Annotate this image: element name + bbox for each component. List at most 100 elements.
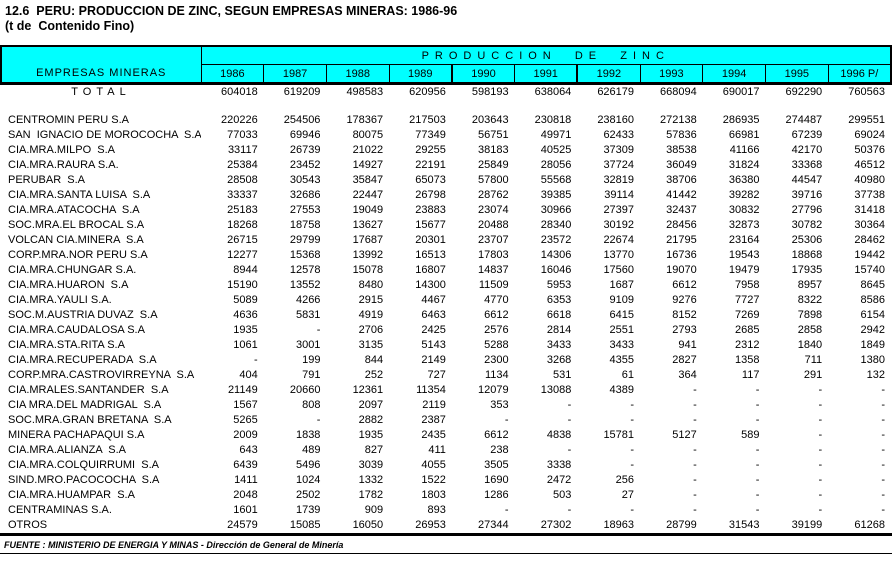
value-cell: 9109 (609, 294, 635, 306)
value-cell: 23883 (415, 204, 446, 216)
value-cell: 55568 (540, 174, 572, 186)
value-cell: 132 (866, 369, 885, 381)
table-row: CIA.MRA.ATACOCHA S.A 25183 27553 19049 23883… (1, 203, 891, 218)
value-cell: 35847 (352, 174, 384, 186)
value-cell: 19479 (728, 264, 760, 276)
value-cell: 69946 (289, 129, 321, 141)
value-cell: 2942 (860, 324, 885, 336)
value-cell: 2300 (484, 354, 509, 366)
spacer-cell (1, 100, 891, 113)
value-cell: 27344 (478, 519, 509, 531)
value-cell: 27796 (791, 204, 823, 216)
year-header: 1992 (576, 64, 641, 85)
value-cell: 16736 (666, 249, 697, 261)
value-cell: 727 (427, 369, 446, 381)
value-cell: 2009 (233, 429, 258, 441)
value-cell: 24579 (227, 519, 258, 531)
year-header: 1989 (388, 64, 453, 85)
value-cell: 77349 (415, 129, 446, 141)
company-name-cell: CIA.MRA.ALIANZA S.A (8, 444, 126, 456)
value-cell: 2814 (546, 324, 572, 336)
value-cell: 15078 (352, 264, 384, 276)
table-row: CIA.MRA.HUARON S.A 15190 13552 8480 14300 115… (1, 278, 891, 293)
value-cell: - (693, 414, 697, 426)
value-cell: 39282 (728, 189, 760, 201)
value-cell: 20488 (478, 219, 509, 231)
value-cell: 19543 (728, 249, 760, 261)
value-cell: 66981 (728, 129, 760, 141)
value-cell: 27553 (289, 204, 321, 216)
value-cell: 56751 (478, 129, 509, 141)
value-cell: 17560 (603, 264, 635, 276)
value-cell: - (818, 444, 823, 456)
value-cell: 5265 (233, 414, 258, 426)
value-cell: 254506 (283, 114, 321, 126)
value-cell: 22674 (603, 234, 635, 246)
value-cell: - (881, 399, 885, 411)
value-cell: - (881, 474, 885, 486)
value-cell: 4355 (609, 354, 635, 366)
value-cell: 1935 (233, 324, 258, 336)
value-cell: 2435 (421, 429, 446, 441)
source-note: FUENTE : MINISTERIO DE ENERGIA Y MINAS -… (4, 540, 344, 550)
value-cell: - (881, 384, 885, 396)
company-name-cell: CIA MRA.DEL MADRIGAL S.A (8, 399, 162, 411)
value-cell: 272138 (660, 114, 697, 126)
company-name-cell: CIA.MRA.HUAMPAR S.A (8, 489, 135, 501)
value-cell: 1687 (609, 279, 635, 291)
value-cell: - (693, 459, 697, 471)
value-cell: 2472 (546, 474, 572, 486)
value-cell: 38706 (666, 174, 697, 186)
value-cell: 30543 (289, 174, 321, 186)
value-cell: 31824 (728, 159, 760, 171)
company-name-cell: CIA.MRA.STA.RITA S.A (8, 339, 125, 351)
value-cell: 26715 (227, 234, 258, 246)
table-row: CIA.MRA.YAULI S.A. 5089 4266 2915 4467 4770 63… (1, 293, 891, 308)
value-cell: 61268 (854, 519, 885, 531)
value-cell: 2119 (422, 399, 446, 411)
table-row: SAN IGNACIO DE MOROCOCHA S.A 77033 69946 80… (1, 128, 891, 143)
company-name-cell: CENTROMIN PERU S.A (8, 114, 130, 126)
value-cell: - (755, 459, 760, 471)
value-cell: - (818, 429, 823, 441)
value-cell: 6439 (233, 459, 258, 471)
company-name-cell: SAN IGNACIO DE MOROCOCHA S.A (8, 129, 201, 141)
value-cell: 6618 (546, 309, 572, 321)
value-cell: 30966 (540, 204, 572, 216)
value-cell: 18268 (227, 219, 258, 231)
total-value-cell: 760563 (848, 86, 885, 98)
total-value-cell: 598193 (471, 86, 509, 98)
value-cell: 2576 (484, 324, 509, 336)
value-cell: - (567, 399, 572, 411)
value-cell: 38538 (666, 144, 697, 156)
value-cell: 5089 (233, 294, 258, 306)
value-cell: 21149 (227, 384, 258, 396)
value-cell: 57800 (478, 174, 509, 186)
total-value-cell: 620956 (409, 86, 446, 98)
value-cell: - (504, 414, 509, 426)
value-cell: - (881, 459, 885, 471)
value-cell: 1803 (421, 489, 446, 501)
value-cell: 117 (741, 369, 760, 381)
value-cell: 18868 (791, 249, 823, 261)
value-cell: 1358 (734, 354, 760, 366)
value-cell: 15740 (854, 264, 885, 276)
value-cell: 4919 (358, 309, 384, 321)
value-cell: 38183 (478, 144, 509, 156)
value-cell: - (818, 399, 823, 411)
value-cell: 6463 (421, 309, 446, 321)
value-cell: 2312 (734, 339, 760, 351)
table-row: CIA.MRA.RAURA S.A. 25384 23452 14927 22191 25… (1, 158, 891, 173)
column-header-empresas-mineras: EMPRESAS MINERAS (0, 45, 202, 85)
value-cell: 8944 (233, 264, 258, 276)
value-cell: 2149 (421, 354, 446, 366)
total-row: TOTAL 604018 619209 498583 620956 598193 63806… (1, 84, 891, 101)
value-cell: 1024 (295, 474, 321, 486)
value-cell: 23074 (478, 204, 509, 216)
table-row: PERUBAR S.A 28508 30543 35847 65073 57800 5556… (1, 173, 891, 188)
value-cell: 2915 (358, 294, 384, 306)
value-cell: 37738 (854, 189, 885, 201)
value-cell: 1567 (233, 399, 258, 411)
table-row: CENTRAMINAS S.A. 1601 1739 909 893 - - - - - - - (1, 503, 891, 518)
value-cell: 7269 (734, 309, 760, 321)
